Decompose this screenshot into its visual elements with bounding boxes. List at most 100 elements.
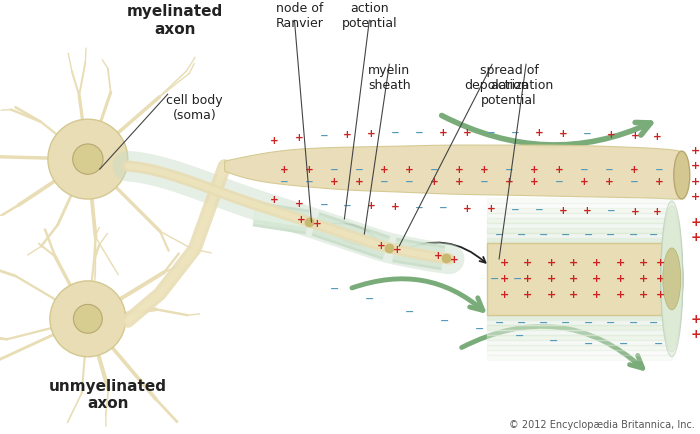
Text: +: + <box>580 177 588 187</box>
Text: −: − <box>606 206 615 216</box>
Text: −: − <box>649 318 659 328</box>
Text: −: − <box>486 128 496 138</box>
Text: +: + <box>569 274 579 284</box>
Text: −: − <box>380 177 389 187</box>
Text: +: + <box>522 258 532 268</box>
Text: +: + <box>547 258 556 268</box>
Text: +: + <box>455 165 463 175</box>
Text: −: − <box>343 201 352 211</box>
Text: −: − <box>480 177 489 187</box>
Ellipse shape <box>661 226 682 332</box>
Circle shape <box>74 304 102 333</box>
Text: +: + <box>559 206 568 216</box>
Text: +: + <box>690 313 700 326</box>
Text: −: − <box>415 203 424 213</box>
Text: +: + <box>691 177 700 187</box>
Text: +: + <box>522 274 532 284</box>
Text: +: + <box>639 274 648 284</box>
Text: +: + <box>631 131 639 141</box>
Text: myelinated
axon: myelinated axon <box>127 4 223 37</box>
Text: +: + <box>367 201 376 211</box>
Text: −: − <box>629 177 638 187</box>
Text: −: − <box>511 128 519 138</box>
Text: +: + <box>393 245 402 255</box>
Circle shape <box>50 281 126 357</box>
Ellipse shape <box>674 151 690 199</box>
Text: +: + <box>629 165 638 175</box>
Text: +: + <box>367 129 376 139</box>
Text: −: − <box>620 339 629 349</box>
Text: spread of
depolarization: spread of depolarization <box>465 64 554 92</box>
Text: +: + <box>631 207 639 217</box>
Text: +: + <box>505 177 514 187</box>
Text: −: − <box>330 165 339 175</box>
Ellipse shape <box>661 206 682 352</box>
Text: +: + <box>605 177 613 187</box>
Text: +: + <box>530 177 538 187</box>
Text: +: + <box>690 231 700 244</box>
Text: −: − <box>430 165 439 175</box>
Text: +: + <box>616 274 626 284</box>
Text: −: − <box>355 165 364 175</box>
Text: +: + <box>569 290 579 300</box>
Text: −: − <box>320 131 329 141</box>
Text: −: − <box>494 318 504 328</box>
Text: +: + <box>656 290 666 300</box>
Text: +: + <box>569 258 579 268</box>
Text: −: − <box>489 274 499 284</box>
Text: −: − <box>405 307 414 317</box>
Text: +: + <box>592 290 601 300</box>
Text: +: + <box>270 136 279 146</box>
Text: +: + <box>355 177 364 187</box>
Text: −: − <box>554 177 564 187</box>
Text: +: + <box>616 290 626 300</box>
FancyBboxPatch shape <box>487 243 672 315</box>
Text: −: − <box>649 230 659 240</box>
Text: −: − <box>654 165 663 175</box>
Text: −: − <box>584 318 594 328</box>
Text: +: + <box>582 206 592 216</box>
Text: −: − <box>539 230 549 240</box>
Text: −: − <box>405 177 414 187</box>
Text: −: − <box>280 177 289 187</box>
Text: −: − <box>539 318 549 328</box>
Text: −: − <box>511 205 519 215</box>
Circle shape <box>48 119 128 199</box>
Text: +: + <box>530 165 538 175</box>
Ellipse shape <box>661 236 682 322</box>
Text: −: − <box>494 230 504 240</box>
Ellipse shape <box>661 231 682 327</box>
Text: −: − <box>561 230 570 240</box>
Text: +: + <box>463 128 472 138</box>
Text: +: + <box>463 204 472 214</box>
Text: −: − <box>305 177 314 187</box>
Text: −: − <box>365 294 374 304</box>
Text: +: + <box>295 199 304 209</box>
Text: +: + <box>690 328 700 341</box>
Text: −: − <box>330 284 339 294</box>
Ellipse shape <box>661 241 682 317</box>
Text: −: − <box>415 128 424 138</box>
Text: unmyelinated
axon: unmyelinated axon <box>49 379 167 411</box>
Text: +: + <box>654 177 663 187</box>
Text: +: + <box>450 255 459 265</box>
Text: +: + <box>480 165 489 175</box>
Text: −: − <box>517 318 526 328</box>
Text: +: + <box>500 258 509 268</box>
Text: −: − <box>512 274 522 284</box>
Text: −: − <box>582 129 592 139</box>
Text: +: + <box>305 165 314 175</box>
Text: +: + <box>691 161 700 171</box>
Text: −: − <box>391 128 400 138</box>
Text: +: + <box>639 290 648 300</box>
Text: +: + <box>690 217 700 230</box>
Text: +: + <box>330 177 339 187</box>
Text: +: + <box>652 132 662 142</box>
Text: +: + <box>535 128 543 138</box>
Text: −: − <box>606 230 615 240</box>
Text: myelin
sheath: myelin sheath <box>368 64 411 92</box>
Text: +: + <box>592 274 601 284</box>
Text: +: + <box>592 258 601 268</box>
Text: +: + <box>554 165 564 175</box>
Text: +: + <box>295 133 304 143</box>
